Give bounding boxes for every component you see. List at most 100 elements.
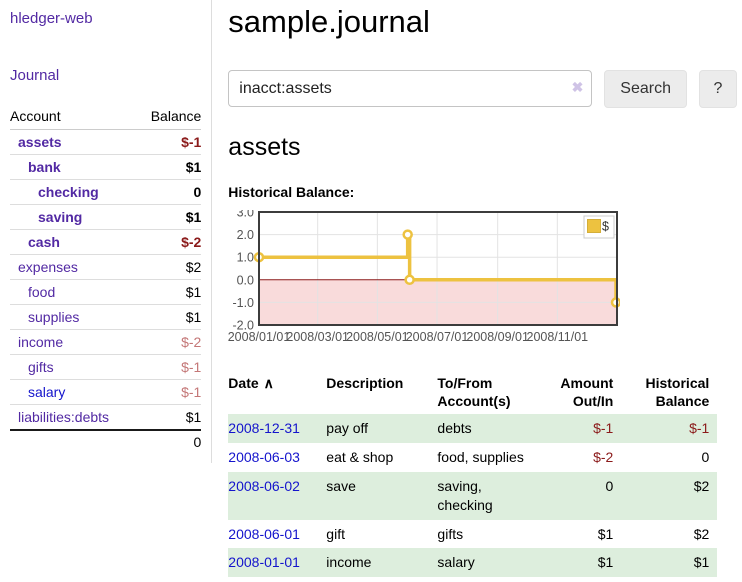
transaction-row: 2008-06-01 gift gifts $1 $2 — [228, 520, 717, 549]
account-balance: $-1 — [136, 379, 202, 405]
svg-text:2008/09/01: 2008/09/01 — [467, 330, 530, 344]
sidebar-item-supplies[interactable]: supplies — [28, 309, 80, 325]
main-content: sample.journal ✖ Search ? assets Histori… — [212, 0, 742, 578]
account-balance: $-1 — [136, 129, 202, 155]
help-button[interactable]: ? — [699, 69, 737, 108]
cell-account: bank — [10, 154, 137, 180]
sidebar-item-checking[interactable]: checking — [38, 184, 99, 200]
svg-text:-1.0: -1.0 — [233, 296, 255, 310]
cell-accounts: salary — [437, 554, 475, 571]
svg-text:2008/01/01: 2008/01/01 — [228, 330, 290, 344]
svg-text:2008/03/01: 2008/03/01 — [287, 330, 350, 344]
sidebar-item-expenses[interactable]: expenses — [18, 259, 78, 275]
sidebar-item-liabilities-debts[interactable]: liabilities:debts — [18, 409, 110, 425]
cell-amount: $-2 — [593, 448, 614, 465]
transaction-date-link[interactable]: 2008-06-01 — [228, 525, 300, 542]
sidebar-item-salary[interactable]: salary — [28, 384, 66, 400]
account-balance: $2 — [136, 254, 202, 280]
account-row: income $-2 — [10, 329, 202, 355]
cell-description: eat & shop — [326, 448, 394, 465]
account-row: saving $1 — [10, 204, 202, 230]
svg-text:$: $ — [602, 219, 609, 233]
transaction-date-link[interactable]: 2008-06-02 — [228, 477, 300, 494]
account-row: expenses $2 — [10, 254, 202, 280]
search-button[interactable]: Search — [604, 69, 687, 108]
cell-account: saving — [10, 204, 137, 230]
cell-date: 2008-01-01 — [228, 548, 326, 577]
svg-text:2008/05/01: 2008/05/01 — [346, 330, 409, 344]
accounts-total-value: 0 — [136, 429, 202, 453]
svg-text:2.0: 2.0 — [237, 228, 254, 242]
account-balance: $1 — [136, 304, 202, 330]
accounts-total-row: 0 — [10, 429, 202, 453]
account-heading: assets — [228, 132, 301, 161]
cell-description: save — [326, 477, 356, 494]
col-date[interactable]: Date ∧ — [228, 372, 326, 414]
cell-description: pay off — [326, 420, 369, 437]
transaction-date-link[interactable]: 2008-06-03 — [228, 448, 300, 465]
cell-balance: $2 — [693, 477, 710, 494]
cell-amount: 0 — [605, 477, 614, 494]
transaction-row: 2008-06-03 eat & shop food, supplies $-2 0 — [228, 443, 717, 472]
account-row: bank $1 — [10, 154, 202, 180]
cell-date: 2008-06-03 — [228, 443, 326, 472]
account-row: cash $-2 — [10, 229, 202, 255]
accounts-header-row: Account Balance — [10, 105, 202, 130]
clear-search-icon[interactable]: ✖ — [571, 79, 584, 96]
cell-amount: $1 — [597, 554, 614, 571]
page-title: sample.journal — [228, 4, 430, 39]
sidebar-item-cash[interactable]: cash — [28, 234, 60, 250]
col-date-label: Date — [228, 374, 259, 391]
svg-text:1.0: 1.0 — [237, 250, 254, 264]
sidebar-item-assets[interactable]: assets — [18, 134, 62, 150]
sidebar: hledger-web Journal Account Balance asse… — [0, 0, 213, 463]
col-balance: Historical Balance — [645, 374, 710, 409]
transaction-row: 2008-06-02 save saving, checking 0 $2 — [228, 471, 718, 520]
account-balance: $-1 — [136, 354, 202, 380]
svg-text:2008/07/01: 2008/07/01 — [406, 330, 469, 344]
sidebar-item-income[interactable]: income — [18, 334, 64, 350]
search-bar: ✖ Search ? — [228, 69, 737, 108]
cell-account: salary — [10, 379, 137, 405]
transaction-date-link[interactable]: 2008-12-31 — [228, 420, 300, 437]
transaction-row: 2008-01-01 income salary $1 $1 — [228, 548, 718, 578]
sidebar-item-food[interactable]: food — [28, 284, 56, 300]
account-balance: $1 — [136, 404, 202, 430]
accounts-total-spacer — [10, 429, 137, 453]
cell-account: checking — [10, 179, 137, 205]
account-row: supplies $1 — [10, 304, 202, 330]
sidebar-item-gifts[interactable]: gifts — [28, 359, 54, 375]
cell-balance: $1 — [693, 554, 710, 571]
account-row: assets $-1 — [10, 129, 202, 155]
cell-account: liabilities:debts — [10, 404, 137, 430]
accounts-header-balance: Balance — [136, 105, 202, 130]
sidebar-item-journal[interactable]: Journal — [10, 67, 60, 84]
cell-description: income — [326, 554, 372, 571]
account-balance: $1 — [136, 204, 202, 230]
chart-canvas: 3.0 2.0 1.0 0.0 -1.0 -2.02008/01/012008/03/01… — [228, 205, 622, 344]
sidebar-item-saving[interactable]: saving — [38, 209, 83, 225]
cell-account: cash — [10, 229, 137, 255]
account-balance: 0 — [136, 179, 202, 205]
cell-account: income — [10, 329, 137, 355]
svg-text:0.0: 0.0 — [237, 273, 254, 287]
search-input[interactable] — [228, 70, 593, 108]
cell-accounts: debts — [437, 420, 472, 437]
cell-date: 2008-06-02 — [228, 472, 326, 520]
cell-account: gifts — [10, 354, 137, 380]
svg-text:3.0: 3.0 — [237, 210, 254, 220]
cell-account: expenses — [10, 254, 137, 280]
account-balance: $1 — [136, 154, 202, 180]
transaction-date-link[interactable]: 2008-01-01 — [228, 554, 300, 571]
cell-date: 2008-12-31 — [228, 414, 326, 443]
cell-accounts: gifts — [437, 525, 464, 542]
account-balance: $1 — [136, 279, 202, 305]
sidebar-item-bank[interactable]: bank — [28, 159, 61, 175]
account-row: food $1 — [10, 279, 202, 305]
account-balance: $-2 — [136, 329, 202, 355]
app-title-link[interactable]: hledger-web — [10, 10, 93, 27]
cell-amount: $-1 — [593, 420, 614, 437]
transactions-body: 2008-12-31 pay off debts $-1 $-1 2008-06-03 ea… — [228, 414, 718, 578]
cell-account: assets — [10, 129, 137, 155]
col-description: Description — [326, 374, 404, 391]
